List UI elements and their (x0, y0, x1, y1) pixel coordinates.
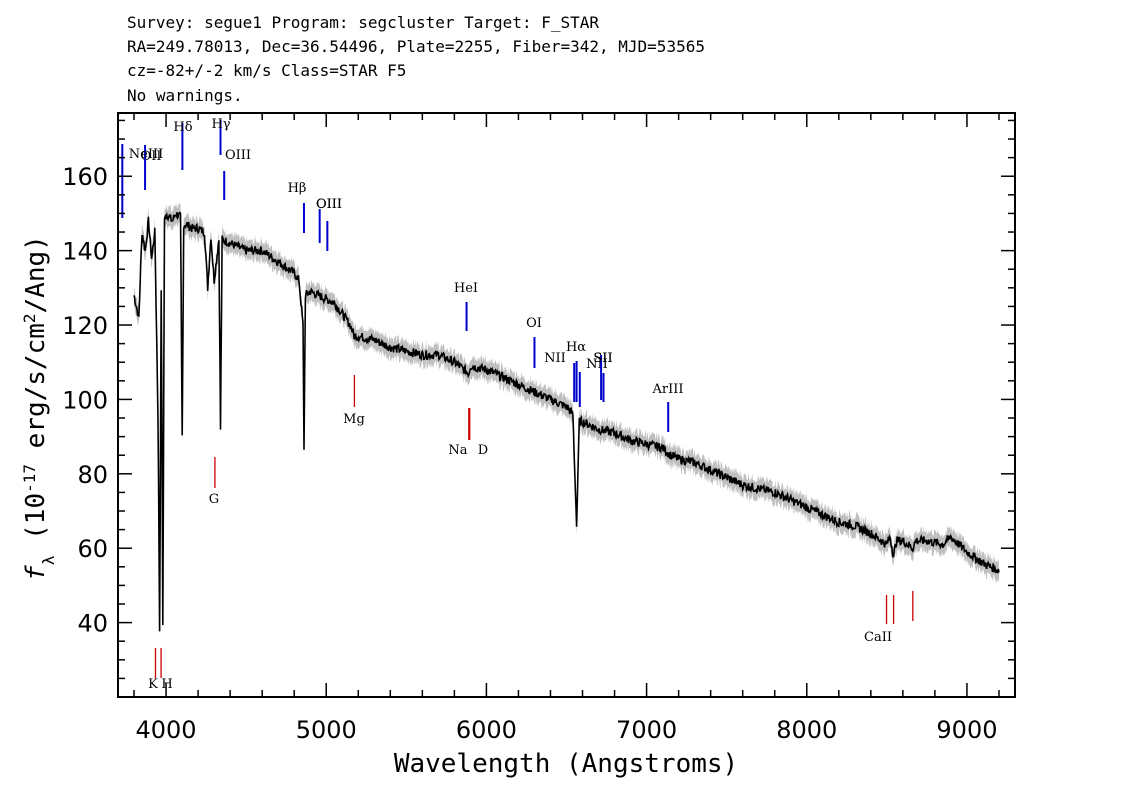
y-tick-label: 100 (62, 386, 108, 414)
emission-line-label: HeI (454, 281, 478, 296)
header-line-warnings: No warnings. (127, 86, 243, 105)
error-band-area (134, 202, 999, 640)
y-tick-label: 140 (62, 238, 108, 266)
error-band (134, 202, 999, 640)
absorption-line-label: Na (448, 443, 467, 458)
x-tick-label: 5000 (296, 716, 357, 744)
emission-line-label: NII (586, 357, 608, 372)
x-tick-label: 9000 (936, 716, 997, 744)
header-line-redshift: cz=-82+/-2 km/s Class=STAR F5 (127, 61, 407, 80)
emission-line-label: SII (593, 351, 612, 366)
emission-line-label: SII (593, 351, 612, 366)
x-tick-label: 4000 (136, 716, 197, 744)
absorption-line-label: Mg (343, 412, 365, 427)
emission-line-label: NeIII (129, 147, 163, 162)
emission-line-label: Hβ (288, 181, 307, 196)
x-tick-label: 7000 (616, 716, 677, 744)
y-tick-label: 40 (77, 610, 108, 638)
emission-line-label: OI (526, 316, 542, 331)
y-tick-label: 60 (77, 535, 108, 563)
y-tick-label: 120 (62, 312, 108, 340)
emission-line-label: OIII (316, 197, 342, 212)
x-tick-label: 6000 (456, 716, 517, 744)
y-tick-label: 160 (62, 163, 108, 191)
axis-ticks (118, 113, 1015, 698)
y-axis-label: fλ (10-17 erg/s/cm2/Ang) (20, 235, 58, 581)
x-tick-label: 8000 (776, 716, 837, 744)
emission-line-label: Hα (566, 340, 586, 355)
spectrum-series (133, 211, 1000, 632)
absorption-line-label: H (161, 677, 172, 692)
absorption-line-label: CaII (864, 630, 892, 645)
emission-line-label: NII (544, 351, 566, 366)
emission-line-label: ArIII (651, 382, 683, 397)
absorption-line-label: G (209, 492, 219, 507)
emission-line-label: Hδ (173, 120, 192, 135)
spectrum-line (133, 211, 1000, 632)
emission-line-label: OIII (225, 148, 251, 163)
x-axis-label: Wavelength (Angstroms) (394, 749, 738, 779)
plot-frame (117, 112, 1016, 698)
emission-line-label: OIII (316, 197, 342, 212)
absorption-line-label: D (478, 443, 488, 458)
absorption-line-label: K (148, 677, 158, 692)
y-tick-label: 80 (77, 461, 108, 489)
header-line-coords: RA=249.78013, Dec=36.54496, Plate=2255, … (127, 37, 705, 56)
emission-line-label: Hγ (211, 117, 230, 132)
tick-labels: 4000 5000 6000 7000 8000 9000 40 60 80 100 120 140 1… (62, 163, 997, 744)
header-line-survey: Survey: segue1 Program: segcluster Targe… (127, 13, 600, 32)
